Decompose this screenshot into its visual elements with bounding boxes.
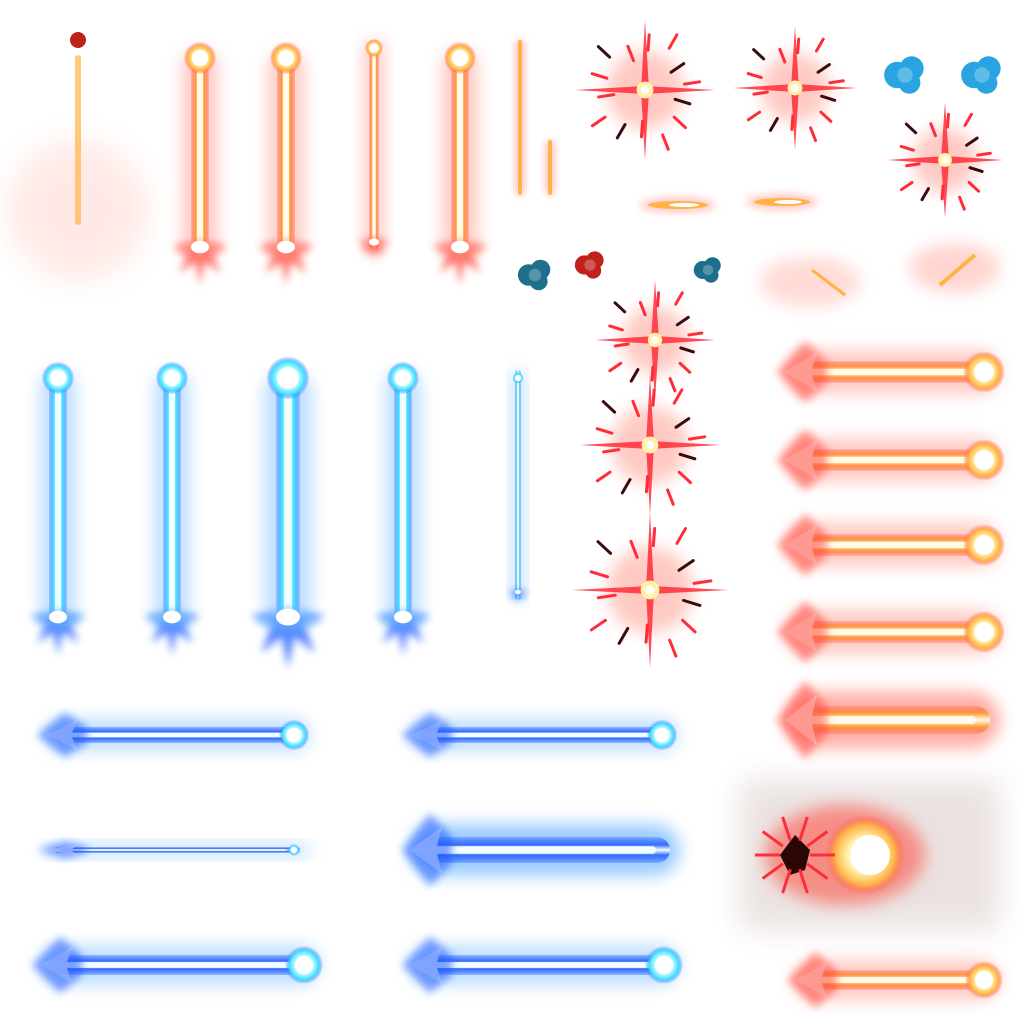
fire-beam-horizontal [777,514,1005,576]
ice-beam-vertical [249,356,327,669]
red-impact-spark [733,26,857,150]
fire-bolt-small [746,194,818,210]
ice-beam-vertical [143,361,201,656]
fire-beam-horizontal [777,429,1005,491]
ice-beam-horizontal [402,712,678,758]
fire-beam-vertical [171,41,229,286]
fire-beam-horizontal [777,601,1005,663]
ice-beam-horizontal [402,937,683,993]
fire-beam-horizontal [777,680,1000,760]
fire-ember-streak [760,257,860,307]
ice-beam-vertical [508,370,528,604]
ice-beam-horizontal [402,813,680,887]
fire-beam-vertical [257,41,315,286]
red-impact-spark [887,102,1003,218]
smoke-puff [961,56,1001,94]
fire-beam-horizontal [787,952,1003,1008]
red-impact-spark [580,375,720,515]
fire-ember-streak [910,243,1000,293]
red-impact-spark [572,512,728,668]
fire-needle-vertical [515,40,525,195]
ice-beam-vertical [374,361,432,656]
ice-beam-horizontal [37,841,310,859]
fire-trail-thin [8,32,148,280]
smoke-puff [574,251,604,279]
fire-explosion-burst [740,780,1000,930]
red-impact-spark [575,20,715,160]
smoke-puff [517,259,551,291]
fire-needle-vertical [545,140,555,195]
fire-beam-horizontal [777,341,1005,403]
smoke-puff [884,56,924,94]
ice-beam-horizontal [32,937,323,993]
fire-beam-vertical [358,39,390,263]
fire-beam-vertical [431,41,489,286]
red-impact-spark [595,280,715,400]
fire-bolt-small [640,197,716,213]
ice-beam-vertical [29,361,87,656]
ice-beam-horizontal [37,712,310,758]
smoke-puff [693,257,721,283]
